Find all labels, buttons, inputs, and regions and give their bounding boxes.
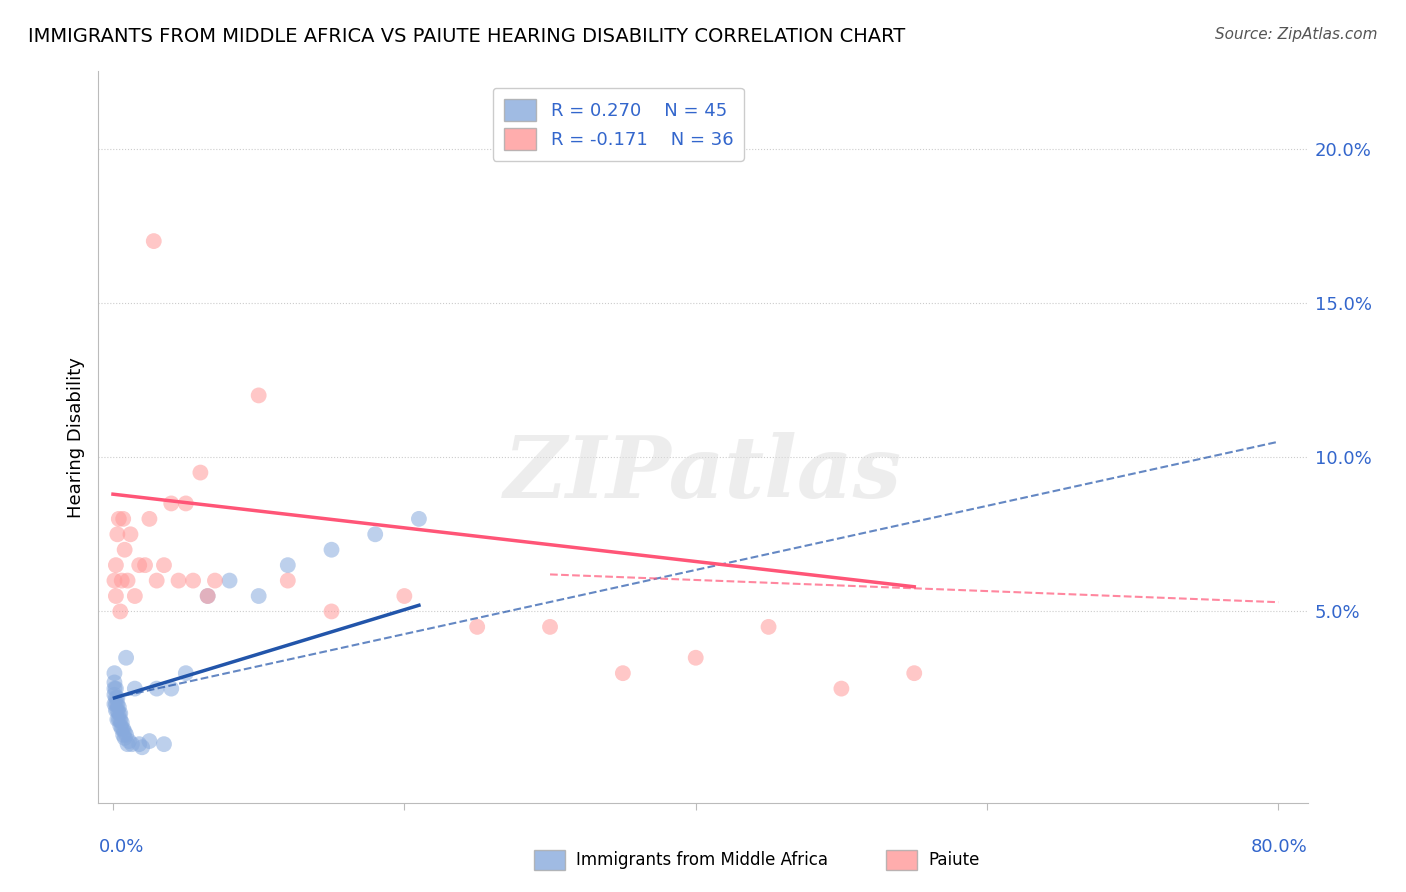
Point [120,527,142,541]
Point [465,620,488,634]
Text: Paiute: Paiute [928,851,980,869]
Point [197,589,219,603]
Point [277,558,299,573]
Point [104,589,127,603]
Point [108,700,131,714]
Point [218,574,240,588]
Point [121,737,143,751]
Point [124,589,146,603]
Point [110,706,132,721]
Point [167,574,190,588]
Point [110,719,132,733]
Point [105,690,128,705]
Point [145,681,167,696]
Point [104,681,127,696]
Point [181,574,204,588]
Point [114,731,136,745]
Point [830,681,852,696]
Point [142,234,165,248]
Point [247,589,270,603]
Text: Source: ZipAtlas.com: Source: ZipAtlas.com [1215,27,1378,42]
Point [758,620,780,634]
Point [103,574,125,588]
Point [685,650,707,665]
Point [111,715,134,730]
Point [111,722,134,736]
Point [105,527,128,541]
Point [117,574,139,588]
Text: 0.0%: 0.0% [98,838,143,856]
Text: ZIPatlas: ZIPatlas [503,432,903,516]
Point [104,690,127,705]
Point [105,703,128,717]
Point [103,666,125,681]
Point [174,496,197,510]
Point [138,512,160,526]
Point [204,574,226,588]
Point [114,542,136,557]
Point [103,697,125,711]
Point [247,388,270,402]
Text: IMMIGRANTS FROM MIDDLE AFRICA VS PAIUTE HEARING DISABILITY CORRELATION CHART: IMMIGRANTS FROM MIDDLE AFRICA VS PAIUTE … [28,27,905,45]
Y-axis label: Hearing Disability: Hearing Disability [66,357,84,517]
Point [117,737,139,751]
Point [112,722,135,736]
Point [903,666,925,681]
Point [160,681,183,696]
Point [104,697,127,711]
Point [277,574,299,588]
Point [111,574,134,588]
Text: 80.0%: 80.0% [1251,838,1308,856]
Point [115,728,138,742]
Point [145,574,167,588]
Point [103,688,125,702]
Point [160,496,183,510]
Point [108,512,131,526]
Point [115,650,138,665]
Point [110,713,132,727]
Point [190,466,212,480]
Point [153,558,176,573]
Point [153,737,176,751]
Point [321,542,343,557]
Point [197,589,219,603]
Point [105,713,128,727]
Point [108,713,131,727]
Point [394,589,416,603]
Point [112,512,135,526]
Point [612,666,634,681]
Point [538,620,561,634]
Point [364,527,387,541]
Point [110,604,132,618]
Point [108,706,131,721]
Point [131,740,153,755]
Point [408,512,430,526]
Point [104,558,127,573]
Point [134,558,156,573]
Point [124,681,146,696]
Point [114,724,136,739]
Point [112,728,135,742]
Point [118,734,141,748]
Point [128,737,150,751]
Point [321,604,343,618]
Point [174,666,197,681]
Point [104,703,127,717]
Point [103,675,125,690]
Point [128,558,150,573]
Point [103,681,125,696]
Legend: R = 0.270    N = 45, R = -0.171    N = 36: R = 0.270 N = 45, R = -0.171 N = 36 [492,87,744,161]
Point [105,697,128,711]
Point [138,734,160,748]
Text: Immigrants from Middle Africa: Immigrants from Middle Africa [576,851,828,869]
